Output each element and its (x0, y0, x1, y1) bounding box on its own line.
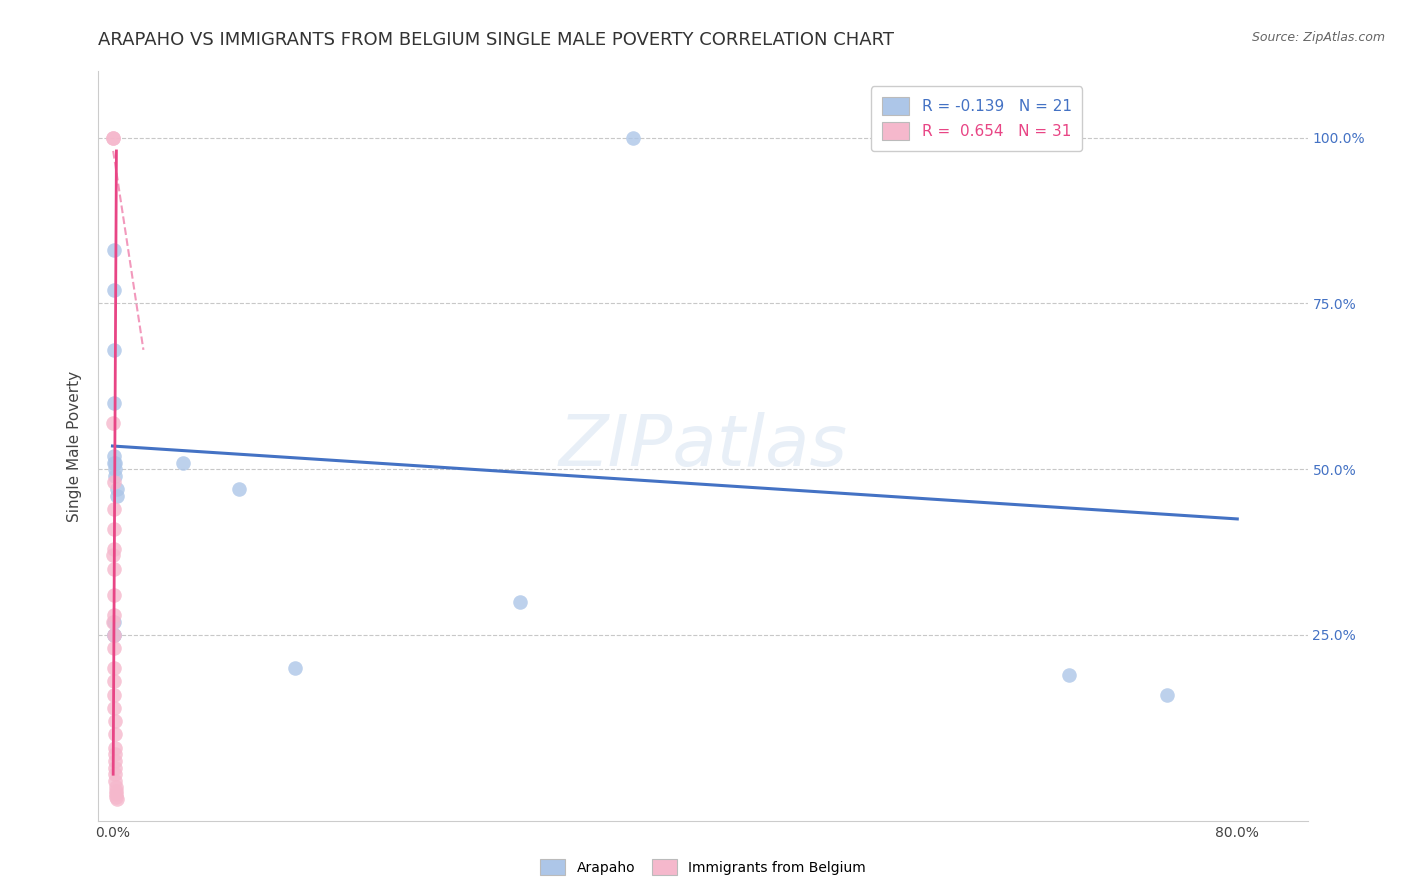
Point (104, 754, 127, 768)
Point (103, 674, 125, 689)
Point (1057, 667, 1080, 681)
Point (103, 628, 125, 642)
Point (103, 688, 125, 702)
Point (104, 462, 127, 476)
Point (104, 780, 127, 795)
Point (104, 773, 127, 788)
Point (103, 608, 125, 623)
Point (105, 787, 128, 801)
Point (103, 343, 125, 357)
Point (103, 449, 125, 463)
Point (103, 628, 125, 642)
Point (105, 489, 128, 503)
Point (103, 588, 125, 602)
Point (228, 482, 250, 496)
Point (105, 790, 128, 805)
Point (1156, 688, 1178, 702)
Text: ZIPatlas: ZIPatlas (558, 411, 848, 481)
Point (103, 456, 125, 470)
Point (509, 595, 531, 609)
Point (103, 130, 125, 145)
Point (103, 502, 125, 516)
Point (103, 615, 125, 629)
Point (104, 727, 127, 741)
Point (103, 549, 125, 563)
Point (103, 661, 125, 675)
Point (104, 740, 127, 755)
Y-axis label: Single Male Poverty: Single Male Poverty (67, 370, 83, 522)
Point (103, 701, 125, 715)
Point (284, 661, 307, 675)
Text: Source: ZipAtlas.com: Source: ZipAtlas.com (1251, 31, 1385, 45)
Point (172, 456, 194, 470)
Point (105, 792, 128, 806)
Point (105, 482, 128, 496)
Point (104, 456, 127, 470)
Point (103, 541, 125, 556)
Point (103, 641, 125, 656)
Point (104, 714, 127, 728)
Point (103, 416, 125, 430)
Point (621, 130, 644, 145)
Point (103, 475, 125, 490)
Point (103, 283, 125, 297)
Legend: Arapaho, Immigrants from Belgium: Arapaho, Immigrants from Belgium (534, 854, 872, 880)
Point (103, 522, 125, 536)
Point (103, 628, 125, 642)
Point (103, 130, 125, 145)
Text: ARAPAHO VS IMMIGRANTS FROM BELGIUM SINGLE MALE POVERTY CORRELATION CHART: ARAPAHO VS IMMIGRANTS FROM BELGIUM SINGL… (98, 31, 894, 49)
Point (104, 784, 127, 798)
Point (104, 761, 127, 775)
Point (104, 468, 127, 483)
Point (103, 244, 125, 258)
Point (104, 767, 127, 781)
Legend: R = -0.139   N = 21, R =  0.654   N = 31: R = -0.139 N = 21, R = 0.654 N = 31 (872, 87, 1083, 151)
Point (104, 747, 127, 762)
Point (103, 562, 125, 576)
Point (103, 615, 125, 629)
Point (103, 396, 125, 410)
